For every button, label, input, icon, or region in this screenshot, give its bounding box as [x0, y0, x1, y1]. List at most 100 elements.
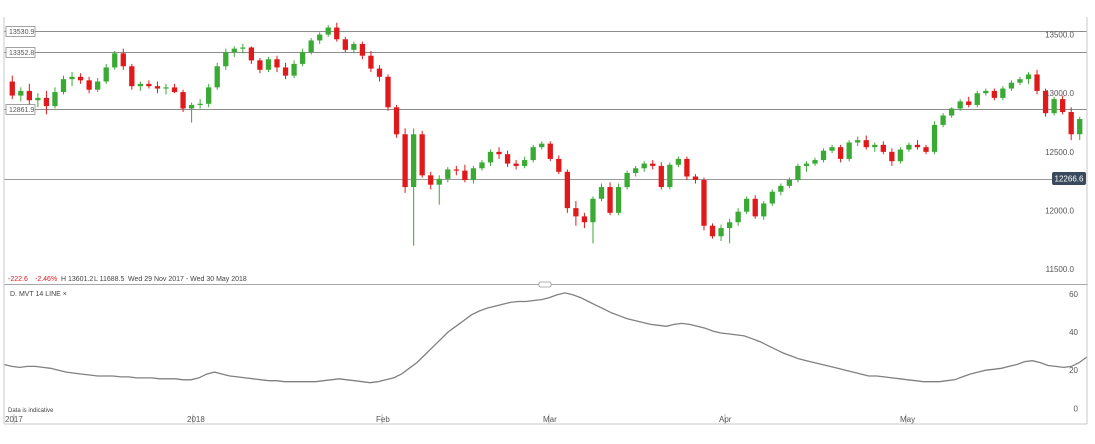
candle[interactable] [453, 165, 459, 176]
candle[interactable] [1008, 80, 1015, 91]
candle[interactable] [692, 174, 699, 184]
candle[interactable] [829, 144, 835, 154]
candle[interactable] [206, 83, 212, 108]
candle[interactable] [658, 162, 664, 190]
candle[interactable] [77, 73, 84, 84]
candle[interactable] [299, 48, 306, 67]
candle[interactable] [214, 62, 220, 90]
candle[interactable] [95, 77, 101, 93]
candle[interactable] [667, 162, 673, 190]
candle[interactable] [641, 161, 647, 172]
candle[interactable] [889, 148, 895, 166]
candle[interactable] [855, 136, 861, 146]
candle[interactable] [837, 144, 844, 163]
candle[interactable] [351, 41, 357, 54]
candle[interactable] [718, 224, 724, 241]
candle[interactable] [402, 128, 408, 193]
candle[interactable] [9, 75, 15, 100]
candle[interactable] [180, 89, 186, 112]
candle[interactable] [1034, 69, 1040, 95]
candle[interactable] [872, 142, 878, 152]
candle[interactable] [197, 99, 203, 109]
candle[interactable] [112, 51, 118, 70]
candle[interactable] [974, 90, 980, 108]
candle[interactable] [786, 177, 793, 189]
candle[interactable] [846, 140, 852, 162]
candle[interactable] [137, 81, 144, 91]
candle[interactable] [564, 169, 570, 213]
candle[interactable] [376, 65, 383, 82]
candle[interactable] [462, 164, 468, 183]
candle[interactable] [1068, 107, 1074, 141]
candle[interactable] [1017, 76, 1023, 86]
candle[interactable] [940, 113, 946, 128]
candle[interactable] [282, 62, 289, 80]
candle[interactable] [154, 81, 161, 94]
candle[interactable] [342, 36, 348, 53]
candle[interactable] [436, 175, 442, 205]
candle[interactable] [607, 182, 613, 216]
candle[interactable] [1000, 86, 1006, 101]
candle[interactable] [863, 135, 869, 150]
candle[interactable] [445, 167, 451, 183]
candle[interactable] [539, 141, 545, 150]
candle[interactable] [274, 55, 280, 73]
candle[interactable] [308, 38, 314, 55]
candle[interactable] [368, 51, 374, 73]
candle[interactable] [35, 93, 41, 108]
candle[interactable] [803, 161, 810, 172]
candle[interactable] [188, 102, 195, 123]
candle[interactable] [701, 177, 707, 231]
candle[interactable] [795, 163, 801, 183]
candle[interactable] [52, 87, 58, 109]
candle[interactable] [598, 183, 605, 202]
candle[interactable] [513, 160, 519, 170]
candle[interactable] [103, 63, 109, 84]
candle[interactable] [556, 155, 562, 175]
candle[interactable] [1042, 88, 1049, 117]
candle[interactable] [325, 25, 331, 37]
candle[interactable] [931, 121, 938, 155]
candle[interactable] [615, 183, 622, 216]
candle[interactable] [522, 156, 528, 169]
candle[interactable] [146, 80, 152, 89]
candle[interactable] [86, 76, 92, 94]
indicator-series-line[interactable] [3, 292, 1088, 384]
candle[interactable] [470, 165, 477, 184]
candle[interactable] [778, 183, 784, 196]
candle[interactable] [129, 63, 135, 90]
candle[interactable] [1060, 95, 1066, 115]
candle[interactable] [573, 201, 579, 226]
candle[interactable] [334, 22, 340, 42]
candle[interactable] [547, 141, 553, 162]
candle[interactable] [948, 107, 955, 118]
candle[interactable] [120, 48, 126, 70]
candle[interactable] [923, 144, 929, 155]
candle[interactable] [675, 156, 682, 168]
candle[interactable] [487, 149, 494, 166]
candle[interactable] [906, 142, 912, 152]
candle[interactable] [1025, 72, 1032, 84]
candle[interactable] [650, 160, 656, 170]
candle[interactable] [1051, 96, 1057, 116]
candle[interactable] [69, 72, 75, 87]
candle[interactable] [966, 96, 972, 108]
candle[interactable] [385, 74, 391, 111]
candle[interactable] [479, 160, 485, 171]
candle[interactable] [957, 99, 963, 111]
candle[interactable] [684, 156, 690, 181]
candle[interactable] [820, 148, 827, 163]
candle[interactable] [171, 83, 178, 94]
candle[interactable] [163, 83, 169, 95]
candle[interactable] [257, 58, 263, 74]
candle[interactable] [265, 56, 272, 73]
candle[interactable] [581, 212, 588, 229]
candle[interactable] [735, 208, 741, 226]
candle[interactable] [914, 140, 921, 150]
candle[interactable] [752, 195, 758, 219]
candle[interactable] [991, 88, 997, 101]
candle[interactable] [812, 157, 818, 166]
candle[interactable] [419, 130, 425, 178]
pane-resize-handle[interactable] [538, 281, 552, 288]
candle[interactable] [393, 104, 400, 138]
